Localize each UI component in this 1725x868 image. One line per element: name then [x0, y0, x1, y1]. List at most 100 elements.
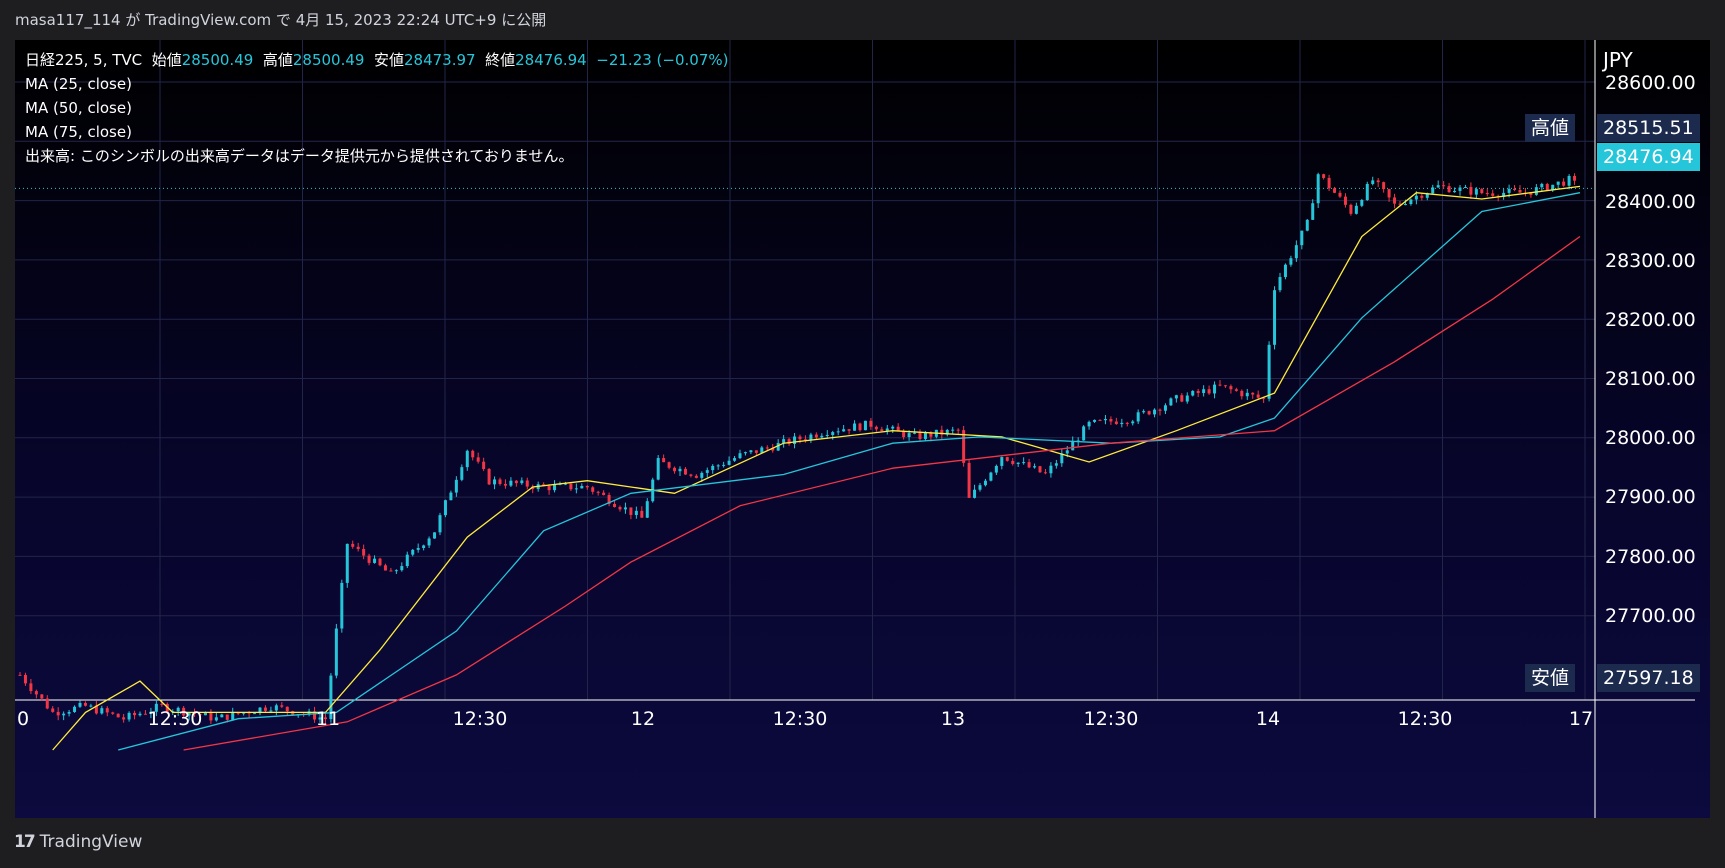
candle-body	[1000, 457, 1004, 466]
candle-body	[509, 480, 513, 486]
candle-body	[1409, 199, 1413, 205]
candle-body	[378, 558, 382, 566]
candle-body	[1556, 181, 1560, 185]
tradingview-logo-icon: 17	[14, 832, 36, 852]
candle-body	[242, 712, 246, 714]
candle-body	[1343, 196, 1347, 205]
candle-body	[329, 675, 333, 720]
footer-brand[interactable]: 17 TradingView	[14, 832, 142, 852]
candle-body	[1436, 185, 1440, 188]
candle-body	[1393, 197, 1397, 204]
candle-body	[1529, 193, 1533, 195]
candle-body	[67, 712, 71, 714]
candle-body	[809, 434, 813, 440]
x-tick: 17	[1568, 708, 1594, 730]
candle-body	[1327, 177, 1331, 189]
candle-body	[836, 431, 840, 433]
candle-body	[1060, 453, 1064, 464]
candle-body	[733, 458, 737, 461]
candle-body	[1163, 405, 1167, 411]
candle-body	[1213, 384, 1217, 394]
candle-body	[847, 429, 851, 431]
ma75-line	[183, 235, 1581, 751]
candle-body	[1403, 204, 1407, 206]
candle-body	[629, 507, 633, 515]
candle-body	[1153, 409, 1157, 415]
candle-body	[563, 483, 567, 485]
candle-body	[1551, 184, 1555, 191]
candle-body	[100, 708, 104, 714]
candle-body	[1005, 457, 1009, 461]
candle-body	[274, 705, 278, 711]
candle-body	[1256, 394, 1260, 398]
high-tag-value: 28515.51	[1597, 114, 1700, 142]
candle-body	[269, 710, 273, 712]
candle-body	[585, 486, 589, 488]
candle-body	[1033, 466, 1037, 468]
candle-body	[798, 436, 802, 440]
candle-body	[1463, 187, 1467, 189]
candle-body	[1136, 412, 1140, 422]
x-tick: 12:30	[1397, 708, 1453, 730]
candle-body	[1196, 390, 1200, 393]
ma50-legend[interactable]: MA (50, close)	[25, 99, 132, 117]
candle-body	[749, 450, 753, 453]
candle-body	[253, 713, 257, 715]
x-tick: 12:30	[1083, 708, 1139, 730]
candle-body	[994, 465, 998, 473]
ma75-legend[interactable]: MA (75, close)	[25, 123, 132, 141]
candle-body	[1158, 409, 1162, 411]
symbol-name[interactable]: 日経225, 5, TVC	[25, 51, 143, 69]
candle-body	[956, 429, 960, 431]
candle-body	[913, 432, 917, 434]
candle-body	[498, 479, 502, 484]
high-tag-label: 高値	[1525, 114, 1576, 142]
candle-body	[760, 447, 764, 453]
candle-body	[209, 712, 213, 721]
candle-body	[754, 450, 758, 453]
candle-body	[116, 713, 120, 718]
publish-header: masa117_114 が TradingView.com で 4月 15, 2…	[0, 0, 1725, 40]
candle-body	[340, 582, 344, 629]
candle-body	[683, 468, 687, 475]
candle-body	[1420, 195, 1424, 198]
candle-body	[1365, 183, 1369, 200]
chart-panel[interactable]: 日経225, 5, TVC 始値28500.49 高値28500.49 安値28…	[15, 40, 1710, 818]
change-value: −21.23 (−0.07%)	[596, 51, 729, 69]
candle-body	[318, 717, 322, 720]
candle-body	[689, 474, 693, 476]
candle-body	[885, 428, 889, 432]
candle-body	[127, 712, 131, 720]
candle-body	[978, 485, 982, 490]
candle-body	[1207, 389, 1211, 394]
candle-body	[1322, 174, 1326, 178]
candle-body	[1065, 450, 1069, 454]
candle-body	[1333, 188, 1337, 193]
candle-body	[40, 694, 44, 699]
y-tick: 28200.00	[1605, 309, 1696, 331]
ma25-legend[interactable]: MA (25, close)	[25, 75, 132, 93]
candle-body	[1567, 175, 1571, 186]
candle-body	[656, 458, 660, 480]
candle-body	[1027, 462, 1031, 468]
candle-body	[1491, 193, 1495, 196]
candle-body	[694, 475, 698, 478]
candle-body	[427, 538, 431, 546]
candle-body	[149, 711, 153, 714]
y-tick: 28300.00	[1605, 250, 1696, 272]
candle-body	[825, 435, 829, 437]
candle-body	[1502, 192, 1506, 197]
candle-body	[1562, 181, 1566, 186]
candle-body	[1300, 230, 1304, 246]
candle-body	[1185, 395, 1189, 402]
ohlc-row: 日経225, 5, TVC 始値28500.49 高値28500.49 安値28…	[25, 48, 728, 72]
candle-body	[214, 717, 218, 721]
candle-body	[983, 480, 987, 486]
candle-body	[105, 708, 109, 713]
candle-body	[143, 713, 147, 715]
candle-body	[1038, 466, 1042, 473]
candle-body	[1283, 264, 1287, 278]
price-chart[interactable]	[15, 40, 1710, 818]
candle-body	[869, 420, 873, 427]
candle-body	[1240, 390, 1244, 397]
